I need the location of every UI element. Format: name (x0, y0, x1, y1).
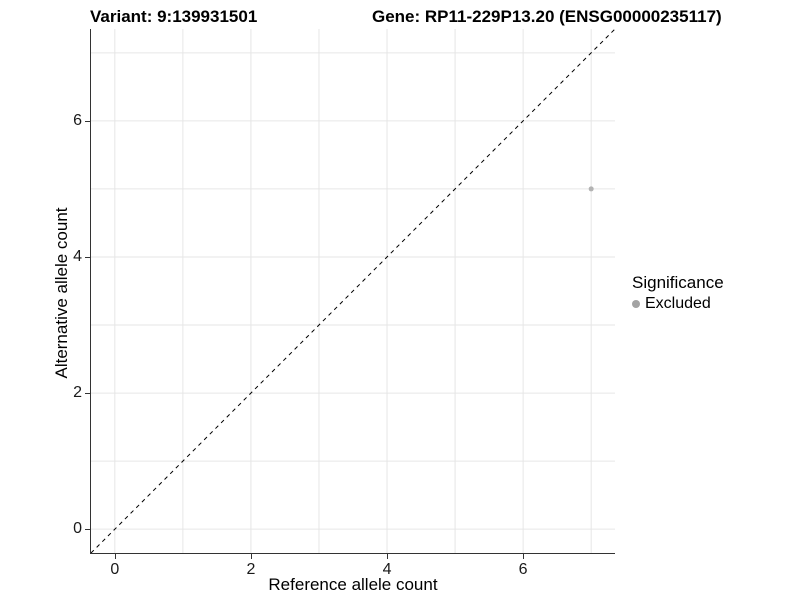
legend: Significance Excluded (632, 273, 724, 313)
identity-reference-line (91, 29, 615, 553)
plot-canvas (91, 29, 615, 553)
x-tick-mark (250, 554, 252, 559)
legend-excluded-dot-icon (632, 300, 640, 308)
y-tick-mark (85, 529, 90, 531)
x-tick-label: 2 (246, 561, 256, 578)
x-tick-label: 4 (382, 561, 392, 578)
y-tick-mark (85, 256, 90, 258)
y-tick-label: 4 (73, 247, 82, 265)
x-tick-mark (523, 554, 525, 559)
y-tick-label: 2 (73, 384, 82, 402)
x-tick-mark (387, 554, 389, 559)
x-axis-title: Reference allele count (268, 575, 438, 594)
variant-title: Variant: 9:139931501 (90, 7, 258, 26)
x-tick-label: 0 (110, 561, 120, 578)
y-tick-mark (85, 120, 90, 122)
plot-panel (90, 29, 615, 554)
y-axis-title: Alternative allele count (52, 207, 71, 379)
legend-key (627, 295, 645, 313)
y-tick-label: 6 (73, 111, 82, 129)
x-tick-mark (114, 554, 116, 559)
x-tick-label: 6 (518, 561, 528, 578)
data-point (588, 186, 594, 192)
legend-entry-label: Excluded (645, 295, 711, 312)
legend-title: Significance (632, 273, 724, 292)
gene-title: Gene: RP11-229P13.20 (ENSG00000235117) (372, 7, 722, 26)
y-tick-mark (85, 393, 90, 395)
y-tick-label: 0 (73, 520, 82, 538)
legend-entry-excluded: Excluded (632, 295, 724, 313)
